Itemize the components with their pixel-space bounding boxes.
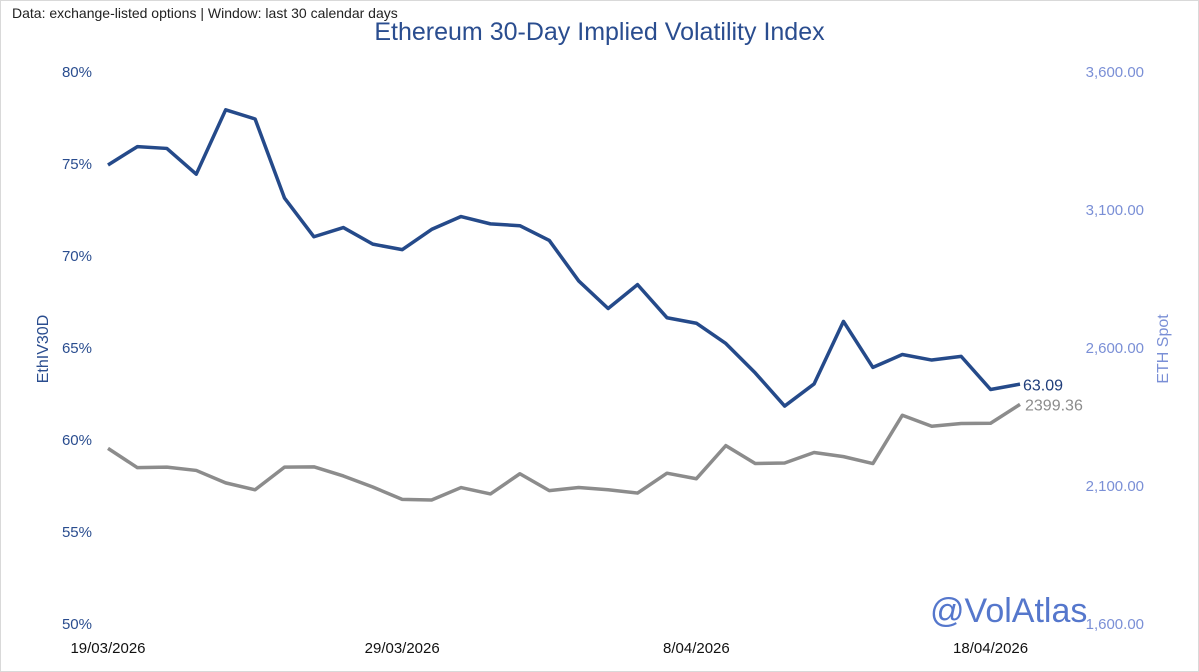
right-tick-label: 1,600.00 <box>1086 616 1144 633</box>
series-line-ethiv30d <box>107 108 1021 408</box>
right-axis-title: ETH Spot <box>1155 314 1172 384</box>
x-tick-label: 8/04/2026 <box>663 640 730 657</box>
right-tick-label: 2,600.00 <box>1086 340 1144 357</box>
x-tick-label: 18/04/2026 <box>953 640 1028 657</box>
left-tick-label: 55% <box>62 524 92 541</box>
right-axis-ticks: 1,600.00 2,100.00 2,600.00 3,100.00 3,600.00 <box>1086 64 1144 633</box>
x-axis-ticks: 19/03/2026 29/03/2026 8/04/2026 18/04/2026 <box>70 640 1028 657</box>
left-axis-ticks: 50% 55% 60% 65% 70% 75% 80% <box>62 64 92 633</box>
chart-title: Ethereum 30-Day Implied Volatility Index <box>374 18 825 46</box>
eth-spot-end-label: 2399.36 <box>1025 398 1083 415</box>
right-tick-label: 3,100.00 <box>1086 202 1144 219</box>
right-tick-label: 2,100.00 <box>1086 478 1144 495</box>
left-tick-label: 65% <box>62 340 92 357</box>
series-line-eth-spot <box>107 402 1021 502</box>
left-tick-label: 80% <box>62 64 92 81</box>
right-tick-label: 3,600.00 <box>1086 64 1144 81</box>
watermark: @VolAtlas <box>930 592 1088 630</box>
left-axis-title: EthIV30D <box>35 315 52 383</box>
left-tick-label: 75% <box>62 156 92 173</box>
left-tick-label: 70% <box>62 248 92 265</box>
ethiv30d-end-label: 63.09 <box>1023 377 1063 394</box>
x-tick-label: 29/03/2026 <box>365 640 440 657</box>
left-tick-label: 50% <box>62 616 92 633</box>
source-note: Data: exchange-listed options | Window: … <box>12 5 398 21</box>
left-tick-label: 60% <box>62 432 92 449</box>
x-tick-label: 19/03/2026 <box>70 640 145 657</box>
